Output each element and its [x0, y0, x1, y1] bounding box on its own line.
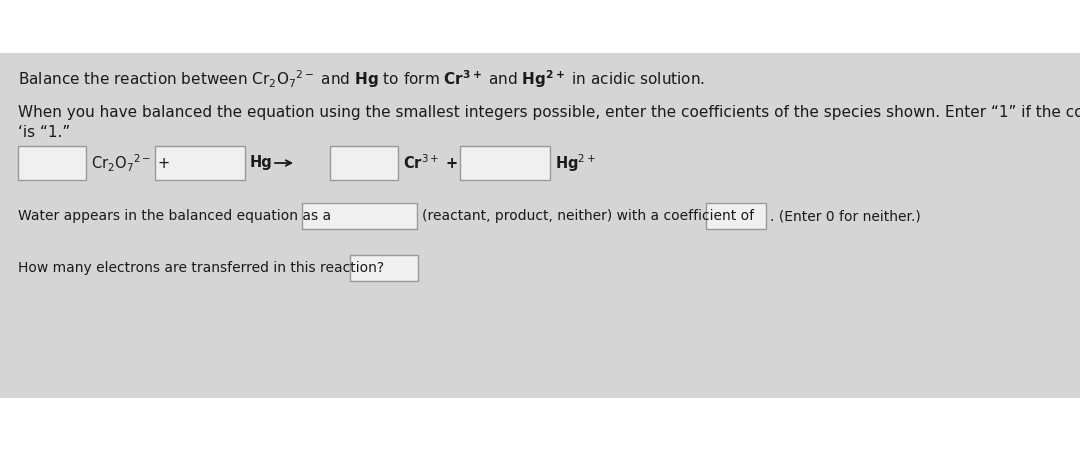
Text: When you have balanced the equation using the smallest integers possible, enter : When you have balanced the equation usin…: [18, 105, 1080, 120]
Text: Hg$^{2+}$: Hg$^{2+}$: [555, 152, 596, 174]
Bar: [706, 203, 766, 229]
Text: (reactant, product, neither) with a coefficient of: (reactant, product, neither) with a coef…: [422, 209, 754, 223]
Text: Balance the reaction between Cr$_2$O$_7$$^{2-}$ and $\bf{Hg}$ to form $\bf{Cr^{3: Balance the reaction between Cr$_2$O$_7$…: [18, 68, 705, 90]
Bar: [18, 146, 86, 180]
Text: Cr$^{3+}$ +: Cr$^{3+}$ +: [403, 154, 458, 172]
Text: Hg: Hg: [249, 155, 273, 170]
Text: Cr$_2$O$_7$$^{2-}$ +: Cr$_2$O$_7$$^{2-}$ +: [91, 152, 170, 173]
Bar: [0, 53, 1080, 398]
Text: ‘is “1.”: ‘is “1.”: [18, 125, 70, 140]
Text: Water appears in the balanced equation as a: Water appears in the balanced equation a…: [18, 209, 332, 223]
Bar: [156, 146, 245, 180]
Bar: [302, 203, 417, 229]
Bar: [330, 146, 399, 180]
Bar: [460, 146, 550, 180]
Text: How many electrons are transferred in this reaction?: How many electrons are transferred in th…: [18, 261, 384, 275]
Bar: [350, 255, 418, 281]
Text: . (Enter 0 for neither.): . (Enter 0 for neither.): [770, 209, 921, 223]
